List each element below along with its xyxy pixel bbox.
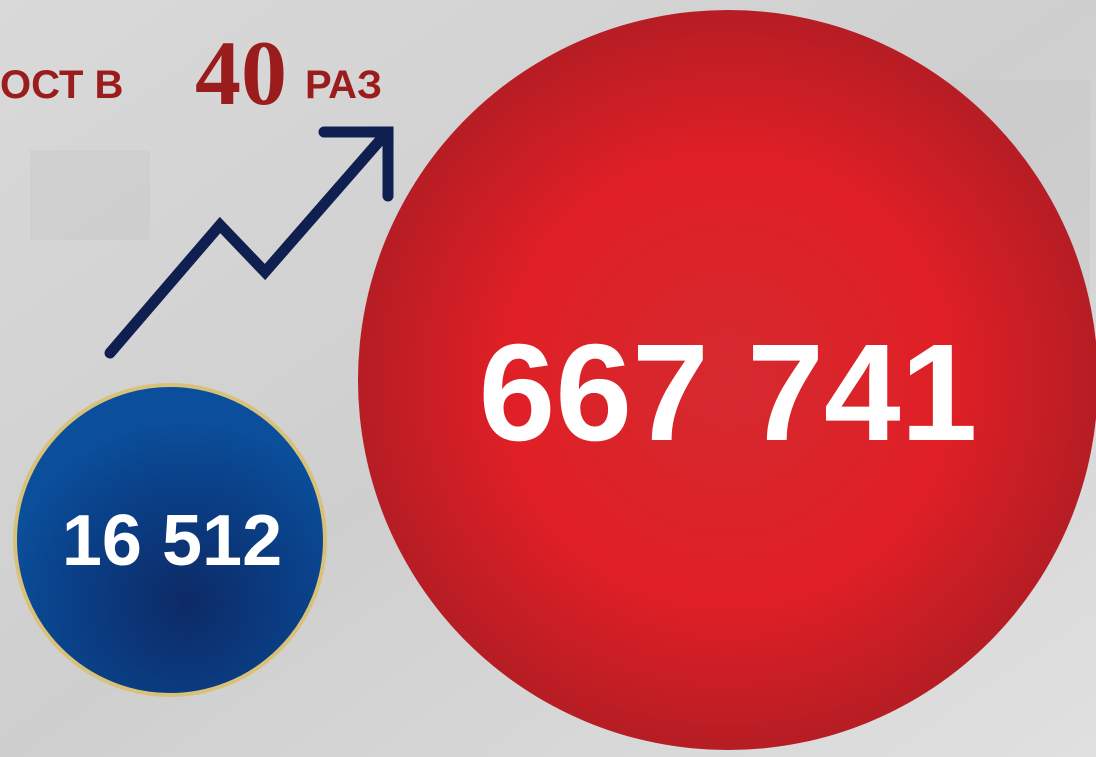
infographic: ОСТ В 40 РАЗ 667 741 16 512 <box>0 0 1096 757</box>
background-shape <box>30 150 150 240</box>
small-value: 16 512 <box>62 501 282 581</box>
headline-prefix: ОСТ В <box>0 63 123 107</box>
headline-suffix: РАЗ <box>305 63 382 107</box>
large-value: 667 741 <box>479 316 978 470</box>
page: ОСТ В 40 РАЗ 667 741 16 512 (() => { con… <box>0 0 1096 757</box>
headline-number: 40 <box>195 22 287 124</box>
